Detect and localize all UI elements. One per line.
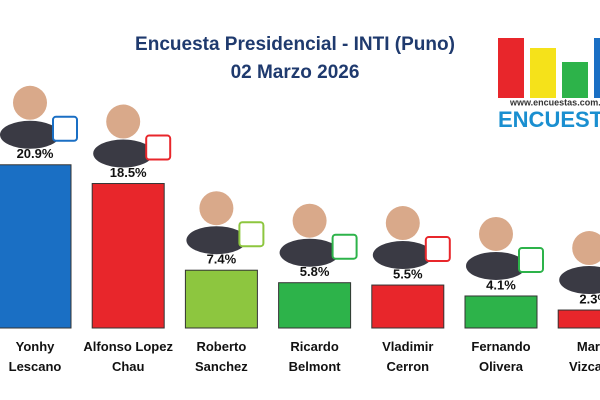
photo-head bbox=[106, 104, 141, 139]
candidate-photo bbox=[279, 203, 358, 267]
photo-body bbox=[0, 120, 60, 149]
party-logo bbox=[145, 134, 172, 161]
value-label: 18.5% bbox=[110, 165, 147, 180]
bar bbox=[184, 269, 258, 329]
candidate-photo bbox=[466, 216, 544, 280]
candidate-photo bbox=[93, 104, 172, 168]
value-label: 4.1% bbox=[486, 277, 516, 292]
photo-head bbox=[572, 231, 600, 266]
bar bbox=[91, 183, 165, 329]
x-tick-label: MarioVizcarra bbox=[569, 339, 600, 374]
photo-body bbox=[279, 238, 340, 267]
logo: www.encuestas.com.pe ENCUESTAS bbox=[498, 38, 600, 132]
bar bbox=[464, 295, 538, 329]
photo-body bbox=[372, 241, 433, 270]
logo-bar bbox=[562, 62, 588, 98]
photo-body bbox=[466, 251, 526, 280]
bar bbox=[371, 284, 445, 329]
x-tick-label: Fernando Olivera bbox=[471, 339, 530, 374]
photo-body bbox=[559, 266, 600, 295]
value-label: 5.5% bbox=[393, 266, 423, 281]
photo-head bbox=[199, 191, 234, 226]
party-logo bbox=[238, 221, 265, 248]
x-tick-label: Yonhy Lescano bbox=[9, 339, 62, 374]
photo-head bbox=[479, 216, 513, 251]
value-label: 2.3% bbox=[579, 291, 600, 306]
party-logo bbox=[52, 115, 78, 142]
candidate-photo bbox=[372, 206, 451, 270]
bar bbox=[278, 282, 352, 329]
value-label: 7.4% bbox=[207, 252, 237, 267]
photo-head bbox=[385, 206, 420, 241]
chart-subtitle: 02 Marzo 2026 bbox=[231, 62, 360, 83]
bar bbox=[557, 309, 600, 329]
chart-title: Encuesta Presidencial - INTI (Puno) bbox=[135, 34, 455, 55]
value-label: 20.9% bbox=[17, 146, 54, 161]
party-logo bbox=[518, 246, 544, 273]
x-tick-label: Roberto Sanchez bbox=[195, 339, 248, 374]
photo-head bbox=[292, 203, 327, 238]
candidate-photo bbox=[0, 85, 78, 149]
logo-url: www.encuestas.com.pe bbox=[509, 97, 600, 107]
x-tick-label: Alfonso Lopez Chau bbox=[83, 339, 173, 374]
logo-bar bbox=[594, 38, 600, 98]
x-tick-label: Ricardo Belmont bbox=[289, 339, 342, 374]
photo-head bbox=[13, 85, 47, 120]
party-logo bbox=[424, 236, 451, 263]
party-logo bbox=[331, 233, 358, 260]
bar bbox=[0, 164, 72, 329]
candidate-photo bbox=[186, 191, 265, 255]
logo-bar bbox=[498, 38, 524, 98]
photo-body bbox=[93, 139, 154, 168]
candidate-photo bbox=[559, 231, 600, 295]
logo-bar bbox=[530, 48, 556, 98]
logo-brand: ENCUESTAS bbox=[498, 107, 600, 132]
value-label: 5.8% bbox=[300, 264, 330, 279]
x-tick-label: Vladimir Cerron bbox=[382, 339, 433, 374]
photo-body bbox=[186, 226, 247, 255]
